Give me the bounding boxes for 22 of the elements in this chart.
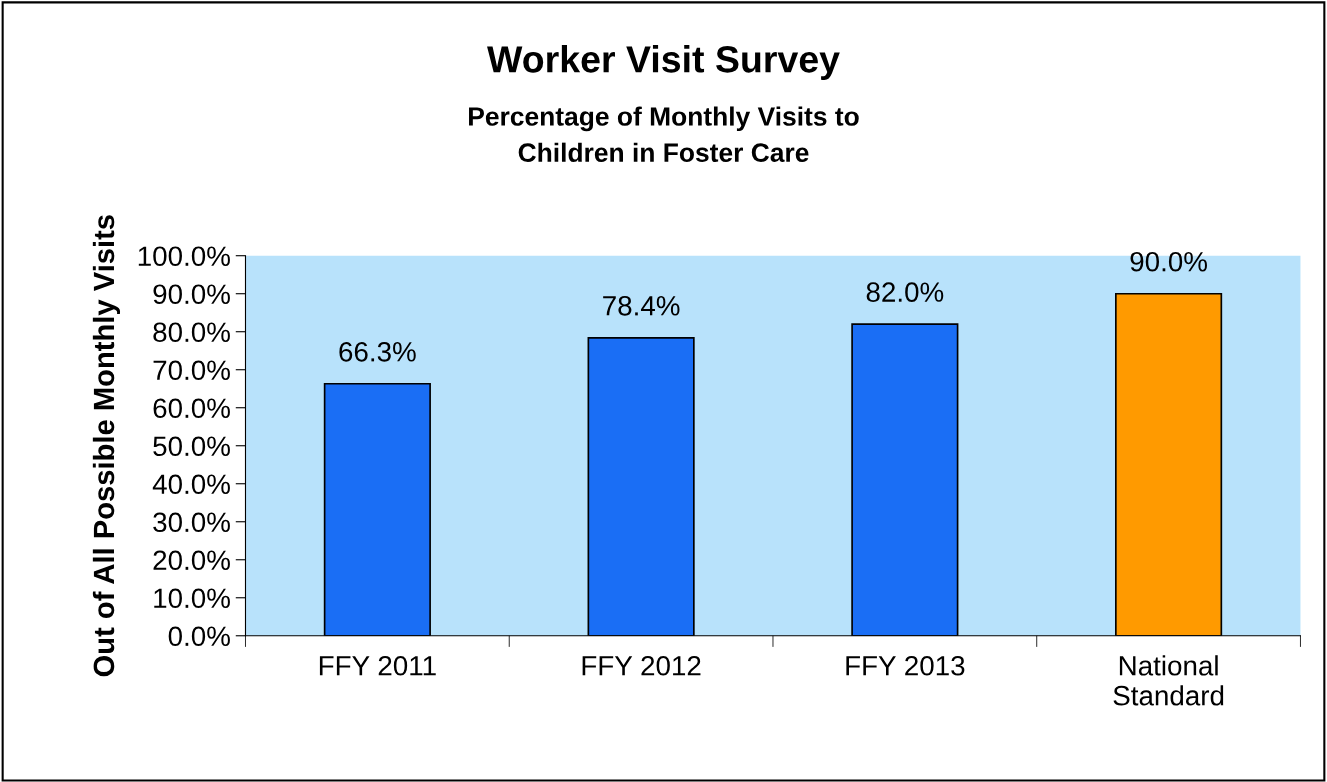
y-tick-label: 20.0% [153, 550, 230, 571]
y-tick-label: 10.0% [154, 588, 230, 609]
x-tick-label: National Standard [1113, 655, 1224, 706]
chart-title: Worker Visit Survey [487, 45, 840, 81]
y-tick-label: 70.0% [153, 360, 230, 381]
y-tick-label: 60.0% [153, 398, 230, 419]
y-tick-label: 50.0% [153, 436, 230, 457]
data-label: 78.4% [603, 295, 680, 316]
y-tick-label: 40.0% [152, 474, 230, 495]
x-tick-label: FFY 2012 [582, 655, 701, 676]
y-tick-label: 30.0% [153, 512, 230, 533]
chart-subtitle: Percentage of Monthly Visits to Children in Foster Care [469, 106, 859, 163]
y-tick-label: 90.0% [153, 284, 230, 305]
y-axis-title: Out of All Possible Monthly Visits [92, 215, 121, 677]
y-tick-label: 0.0% [168, 626, 230, 647]
data-label: 66.3% [339, 341, 416, 362]
x-tick-label: FFY 2011 [319, 655, 436, 676]
y-tick-label: 100.0% [138, 246, 230, 267]
x-tick-label: FFY 2013 [846, 655, 965, 676]
y-tick-label: 80.0% [153, 322, 230, 343]
data-label: 90.0% [1130, 251, 1207, 272]
data-label: 82.0% [866, 282, 944, 302]
